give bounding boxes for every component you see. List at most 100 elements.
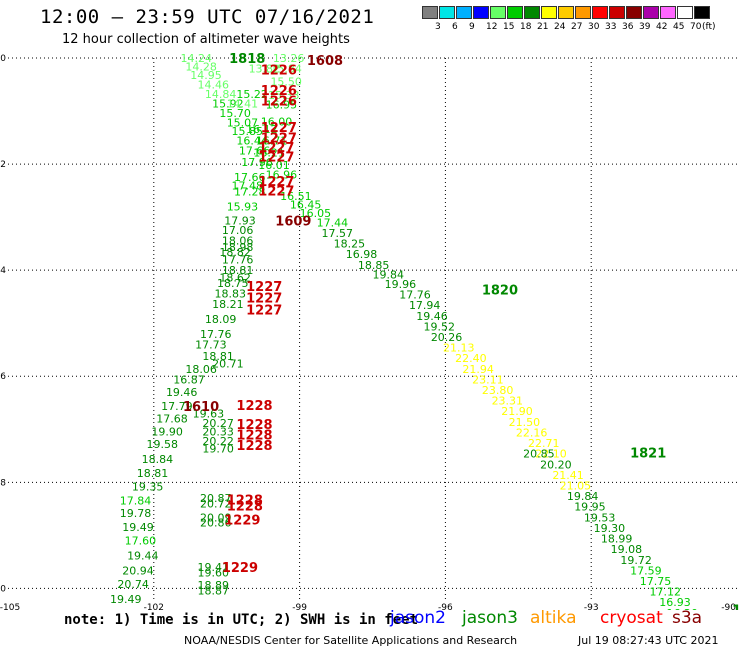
wave-height-value: 19.49 (122, 521, 153, 534)
satellite-cryosat: cryosat (600, 608, 663, 628)
wave-height-value: 16.45 (290, 198, 322, 211)
wave-height-value: 22.10 (535, 448, 567, 461)
wave-height-value: 16.71 (256, 135, 287, 148)
wave-height-value: 17.06 (222, 224, 254, 237)
wave-height-value: 20.87 (200, 492, 232, 505)
pass-time-label: 1610 (183, 400, 219, 415)
wave-height-value: 13.26 (273, 52, 305, 65)
wave-height-value: 15.85 (232, 125, 264, 138)
lon-label: -96 (438, 603, 453, 610)
wave-height-value: 19.30 (594, 522, 626, 535)
wave-height-value: 23.80 (482, 384, 513, 397)
wave-height-value: 19.60 (198, 566, 230, 579)
wave-height-value: 18.21 (212, 298, 244, 311)
legend-label: 9 (469, 22, 475, 32)
lat-label: -46 (0, 372, 6, 382)
wave-height-value: 15.92 (212, 98, 244, 111)
wave-height-value: 21.90 (501, 405, 533, 418)
wave-height-value: 18.06 (222, 234, 254, 247)
legend-label: 36 (622, 22, 634, 32)
wave-height-value: 14.24 (181, 52, 213, 65)
wave-height-value: 18.81 (202, 350, 234, 363)
wave-height-value: 19.84 (373, 268, 405, 281)
wave-height-value: 18.85 (358, 259, 390, 272)
wave-height-value: 17.76 (399, 289, 431, 302)
lon-label: -99 (292, 603, 307, 610)
lat-label: -44 (0, 266, 6, 276)
pass-time-label: 1609 (275, 214, 311, 229)
legend-label: 39 (639, 22, 651, 32)
wave-height-value: 16.20 (667, 607, 699, 610)
legend-label: 15 (503, 22, 515, 32)
wave-height-value: 17.94 (409, 299, 441, 312)
wave-height-value: 15.70 (219, 107, 251, 120)
lat-label: -42 (0, 160, 6, 170)
wave-height-value: 23.11 (472, 373, 504, 386)
wave-height-value: 15.07 (227, 117, 259, 130)
wave-height-value: 19.35 (132, 481, 164, 494)
wave-height-value: 17.93 (224, 214, 256, 227)
legend-unit: (ft) (702, 22, 716, 32)
wave-height-value: 16.95 (266, 99, 298, 112)
pass-time-label: 1608 (307, 54, 343, 69)
wave-height-value: 17.12 (650, 586, 682, 599)
legend-swatch (422, 6, 438, 19)
pass-time-label: 1228 (236, 399, 272, 414)
wave-height-value: 20.33 (202, 425, 234, 438)
legend-label: 30 (588, 22, 600, 32)
pass-time-label: 1226 (261, 94, 297, 109)
legend-swatch (592, 6, 608, 19)
wave-height-value: 22.16 (516, 426, 548, 439)
legend-swatch (609, 6, 625, 19)
pass-time-label: 1227 (261, 121, 297, 136)
wave-height-value: 17.66 (239, 144, 271, 157)
pass-time-label: 1228 (227, 500, 263, 515)
wave-height-value: 17.68 (156, 413, 188, 426)
wave-height-value: 19.53 (584, 511, 616, 524)
satellite-s3a: s3a (672, 608, 703, 628)
pass-time-label: 1229 (222, 561, 258, 576)
legend-label: 24 (554, 22, 566, 32)
wave-height-value: 15.33 (268, 89, 300, 102)
wave-height-value: 15.93 (227, 201, 259, 214)
wave-height-value: 18.98 (222, 241, 254, 254)
wave-height-value: 16.51 (280, 190, 312, 203)
wave-height-value: 18.84 (142, 453, 174, 466)
wave-height-value: 13.82 (249, 63, 281, 76)
wave-height-value: 18.99 (601, 533, 633, 546)
wave-height-value: 19.95 (574, 501, 606, 514)
wave-height-value: 20.85 (523, 448, 555, 461)
legend-swatch (677, 6, 693, 19)
wave-height-value: 18.89 (198, 579, 230, 592)
pass-time-label: 1227 (246, 292, 282, 307)
pass-time-label: 1228 (227, 493, 263, 508)
lon-label: -90 (721, 603, 736, 610)
wave-height-value: 20.71 (212, 358, 244, 371)
wave-height-value: 19.90 (151, 425, 183, 438)
legend-swatch (694, 6, 710, 19)
wave-height-value: 18.06 (185, 363, 217, 376)
wave-height-value: 21.05 (560, 479, 592, 492)
wave-height-value: 16.44 (236, 135, 267, 148)
legend-label: 12 (486, 22, 498, 32)
wave-height-value: 17.48 (232, 179, 264, 192)
lat-label: -48 (0, 478, 6, 488)
satellite-altika: altika (530, 608, 577, 628)
wave-height-value: 17.28 (234, 186, 265, 199)
pass-time-label: 1818 (229, 52, 265, 67)
wave-height-value: 21.94 (462, 363, 494, 376)
legend-swatch (490, 6, 506, 19)
legend-swatch (643, 6, 659, 19)
legend-swatch (541, 6, 557, 19)
pass-time-label: 1821 (630, 447, 666, 462)
pass-time-label: 1227 (258, 185, 294, 200)
wave-height-value: 16.01 (258, 159, 290, 172)
legend-label: 21 (537, 22, 549, 32)
wave-height-value: 19.08 (611, 543, 643, 556)
wave-height-value: 18.09 (205, 313, 237, 326)
legend-label: 27 (571, 22, 583, 32)
legend-label: 42 (656, 22, 668, 32)
wave-height-value: 22.40 (455, 352, 487, 365)
legend-swatch (626, 6, 642, 19)
wave-height-value: 20.94 (122, 564, 153, 577)
